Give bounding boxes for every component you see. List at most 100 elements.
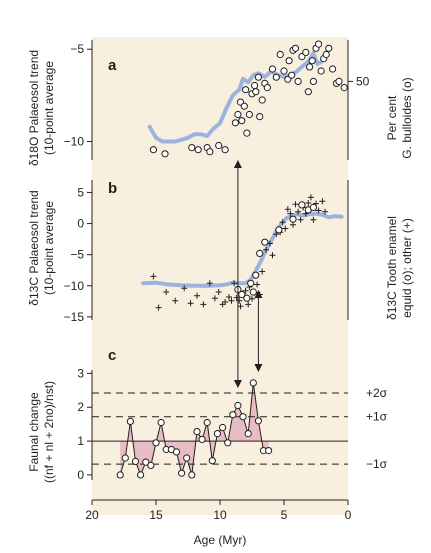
x-tick-label: 15 (149, 508, 163, 522)
c-left-tick-label: 2 (77, 400, 84, 414)
b-left-title-line2: (10-point average (42, 201, 56, 295)
b-left-tick-label: −5 (70, 248, 84, 262)
panel-a-bulloides-point (238, 117, 246, 125)
faunal-change-point (131, 457, 140, 465)
a-right-title-line2: G. bulloides (o) (400, 77, 414, 158)
x-tick-label: 0 (345, 508, 352, 522)
panel-a-bulloides-point (161, 150, 169, 158)
faunal-change-point (239, 413, 247, 421)
faunal-change-point (183, 454, 191, 462)
panel-b-other-point (279, 219, 286, 226)
panel-b-other-point (290, 221, 296, 228)
c-left-tick-label: 3 (77, 366, 84, 380)
faunal-change-point (142, 458, 150, 466)
panel-a-bulloides-point (268, 65, 277, 73)
faunal-change-point (219, 423, 227, 432)
panel-a-bulloides-point (256, 113, 264, 121)
panel-b-other-point (245, 301, 252, 308)
faunal-change-point (172, 448, 181, 456)
c-left-axis-title: Faunal change ((nf + nl + 2no)/nst) (27, 381, 56, 483)
panel-b-other-point (172, 297, 179, 304)
panel-c-letter: c (108, 347, 116, 364)
panel-b-equid-point (289, 215, 297, 223)
panel-a-bulloides-point (242, 86, 250, 94)
panel-b-other-point (282, 225, 289, 232)
panel-b-trend-line (141, 211, 344, 288)
panel-a-bulloides-point (263, 84, 271, 92)
faunal-change-point (116, 471, 124, 479)
a-right-tick-label: 50 (356, 74, 370, 88)
sigma-reference-label: +2σ (366, 386, 388, 400)
panel-b-other-point (222, 299, 229, 305)
x-tick-label: 20 (85, 508, 99, 522)
x-axis-title: Age (Myr) (194, 533, 247, 547)
faunal-change-point (265, 447, 273, 455)
panel-a-bulloides-point (315, 40, 323, 48)
faunal-change-point (244, 430, 252, 438)
faunal-fill-layer (120, 382, 269, 475)
panel-b-other-point (259, 268, 266, 275)
a-left-axis-title: δ18O Palaeosol trend (10-point average (27, 50, 56, 166)
panel-a-bulloides-point (309, 77, 317, 86)
panel-b-other-point (307, 194, 314, 201)
panel-background (92, 37, 348, 515)
faunal-change-point (152, 439, 160, 447)
panel-a-bulloides-point (258, 96, 266, 104)
faunal-change-point (249, 379, 257, 387)
panel-a-bulloides-point (306, 63, 314, 71)
panel-b-other-point (200, 301, 207, 308)
panel-b-equid-point (298, 201, 306, 209)
panel-a-bulloides-point (231, 119, 239, 127)
faunal-change-point (121, 454, 129, 462)
panel-b-other-point (322, 208, 328, 215)
panel-b-other-point (211, 295, 218, 302)
panel-a-bulloides-point (304, 88, 312, 96)
panel-a-bulloides-point (291, 44, 300, 52)
panel-b-equid-point (252, 271, 260, 279)
faunal-change-point (213, 430, 221, 438)
panel-b-other-point (231, 280, 238, 287)
b-right-axis-title: δ13C Tooth enamel equid (o); other (+) (385, 216, 414, 320)
x-tick-label: 10 (213, 508, 227, 522)
panel-b-equid-point (261, 238, 269, 246)
panel-b-other-point (242, 287, 249, 294)
b-left-tick-label: −10 (64, 279, 85, 293)
panel-b-other-point (297, 216, 304, 223)
panel-a-bulloides-point (252, 88, 260, 96)
panel-a-bulloides-point (329, 65, 337, 73)
data-points-layer (116, 40, 348, 479)
b-right-title-line1: δ13C Tooth enamel (385, 216, 399, 320)
panel-a-bulloides-point (149, 146, 157, 154)
faunal-change-point (188, 471, 196, 479)
panel-b-other-point (310, 216, 317, 223)
panel-a-bulloides-point (325, 44, 333, 52)
a-left-tick-label: −5 (70, 42, 84, 56)
faunal-change-point (157, 418, 165, 427)
a-left-title-line1: δ18O Palaeosol trend (27, 50, 41, 166)
panel-a-bulloides-point (340, 84, 348, 92)
faunal-change-point (178, 469, 186, 477)
c-left-title-line1: Faunal change (27, 392, 41, 472)
arrow-b-to-c-head-up (254, 290, 263, 298)
b-left-tick-label: 0 (77, 217, 84, 231)
faunal-change-point (229, 411, 237, 419)
panel-a-bulloides-point (240, 102, 248, 110)
panel-a-bulloides-point (243, 129, 251, 137)
panel-a-bulloides-point (215, 141, 223, 150)
faunal-change-point (193, 428, 201, 436)
b-left-tick-label: −15 (64, 310, 85, 324)
panel-b-other-point (305, 200, 312, 206)
panel-b-other-point (187, 300, 194, 307)
panel-a-bulloides-point (317, 67, 325, 75)
panel-a-letter: a (108, 57, 117, 74)
panel-b-other-point (292, 201, 299, 208)
panel-b-equid-point (275, 226, 283, 234)
panel-a-bulloides-point (288, 71, 296, 79)
panel-a-bulloides-point (285, 57, 293, 65)
panel-a-bulloides-point (302, 48, 310, 57)
a-right-title-line1: Per cent (385, 95, 399, 140)
panel-a-bulloides-point (245, 110, 253, 119)
panel-b-other-point (155, 304, 162, 311)
panel-b-equid-point (247, 279, 255, 287)
arrow-a-to-c-head-up (233, 160, 242, 168)
